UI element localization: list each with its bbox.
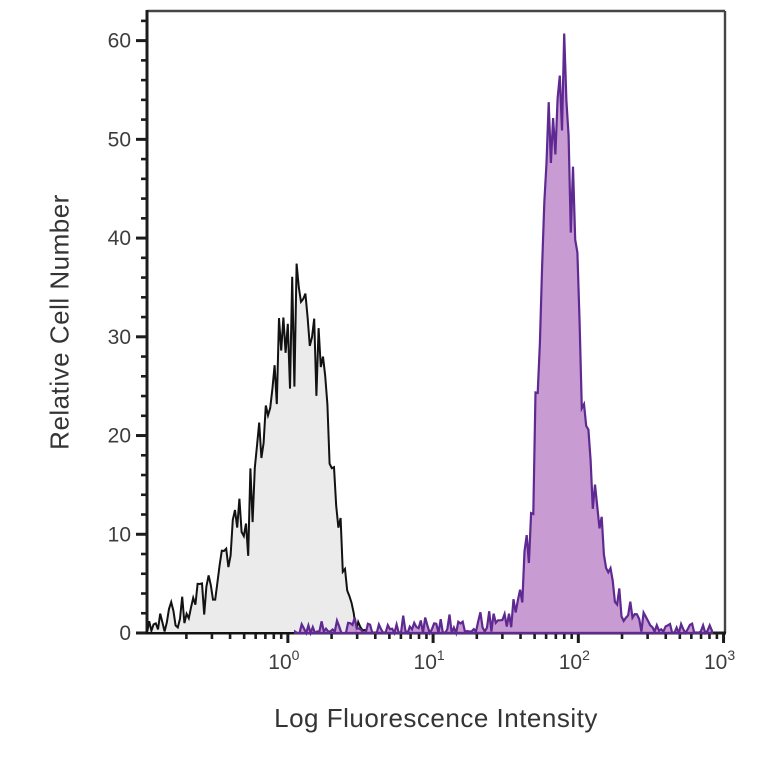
y-axis-title: Relative Cell Number [44, 194, 75, 450]
y-axis-ticks: 0 10 20 30 40 50 60 [108, 19, 147, 645]
y-tick-label: 30 [108, 326, 131, 349]
x-axis-ticks: 100 101 102 103 [185, 633, 735, 674]
series-stained-cells [294, 33, 713, 637]
x-tick-label: 100 [268, 647, 299, 674]
y-tick-label: 20 [108, 425, 131, 448]
series-unstained-control-path [145, 263, 370, 635]
y-tick-label: 50 [108, 128, 131, 151]
y-tick-label: 10 [108, 523, 131, 546]
y-tick-label: 0 [119, 622, 131, 645]
series-unstained-control [145, 263, 370, 635]
x-axis-title: Log Fluorescence Intensity [274, 703, 598, 733]
x-tick-label: 103 [704, 647, 735, 674]
y-tick-label: 40 [108, 227, 131, 250]
series-stained-cells-path [294, 33, 713, 637]
y-tick-label: 60 [108, 30, 131, 53]
x-tick-label: 102 [559, 647, 590, 674]
x-tick-label: 101 [414, 647, 445, 674]
